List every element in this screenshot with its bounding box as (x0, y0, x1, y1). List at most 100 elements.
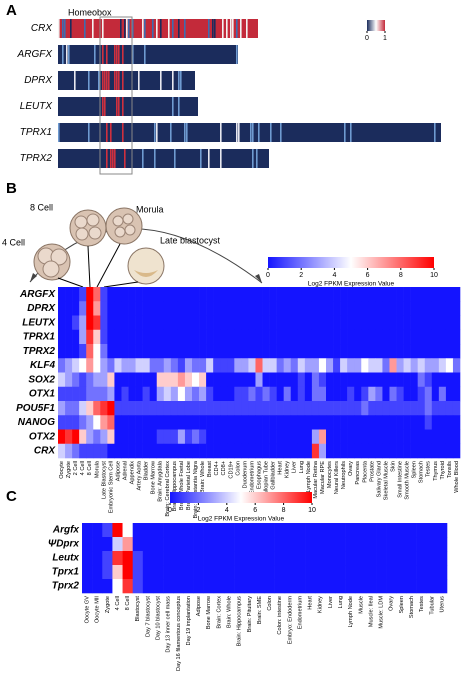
heatmap-cell (326, 301, 334, 316)
heatmap-cell (92, 551, 103, 566)
colorbar (170, 492, 312, 503)
heatmap-cell (199, 358, 207, 373)
heatmap-cell (361, 329, 369, 345)
heatmap-cell (403, 358, 411, 373)
column-label: Endometrium (297, 596, 303, 630)
column-label: Muscle: LDM (379, 596, 385, 629)
heatmap-cell (361, 344, 369, 359)
heatmap-cell (269, 329, 277, 345)
heatmap-cell (177, 443, 186, 459)
heatmap-cell (305, 523, 316, 538)
heatmap-cell (192, 287, 200, 302)
heatmap-cell (114, 315, 122, 331)
heatmap-cell (213, 415, 221, 430)
heatmap-cell (199, 443, 207, 459)
heatmap-cell (163, 415, 172, 430)
heatmap-cell (220, 401, 228, 416)
heatmap-cell (311, 301, 320, 316)
heatmap-cell (262, 301, 270, 316)
heatmap-cell (347, 287, 355, 302)
stripe (154, 149, 156, 168)
heatmap-cell (255, 315, 263, 331)
heatmap-cell (410, 315, 418, 331)
heatmap-cell (177, 329, 186, 345)
heatmap-cell (452, 301, 461, 316)
heatmap-cell (170, 386, 179, 402)
heatmap-cell (199, 315, 207, 331)
heatmap-cell (262, 372, 270, 388)
heatmap-cell (424, 301, 433, 316)
column-label: Morula (94, 460, 100, 478)
heatmap-cell (326, 415, 334, 430)
heatmap-cell (206, 429, 214, 445)
stripe (84, 19, 86, 38)
heatmap-cell (333, 301, 341, 316)
heatmap-cell (248, 344, 256, 359)
heatmap-cell (163, 329, 172, 345)
heatmap-cell (112, 537, 123, 552)
heatmap-cell (426, 579, 438, 594)
column-label: Uterus (439, 596, 445, 613)
heatmap-cell (79, 401, 87, 416)
heatmap-cell (417, 315, 426, 331)
heatmap-cell (82, 579, 93, 594)
heatmap-cell (149, 386, 158, 402)
heatmap-cell (290, 401, 299, 416)
gene-label: LEUTX (20, 101, 53, 112)
column-label: Whole Blood (454, 461, 460, 493)
heatmap-cell (375, 401, 383, 416)
heatmap-cell (294, 523, 306, 538)
heatmap-cell (100, 287, 108, 302)
heatmap-cell (234, 523, 245, 538)
heatmap-cell (304, 415, 313, 430)
heatmap-cell (304, 386, 313, 402)
heatmap-cell (149, 429, 158, 445)
heatmap-cell (333, 415, 341, 430)
column-label: Heart (278, 461, 284, 475)
heatmap-cell (365, 523, 377, 538)
panel-label: A (6, 2, 17, 19)
heatmap-cell (376, 537, 387, 552)
heatmap-cell (297, 287, 306, 302)
heatmap-cell (100, 415, 108, 430)
heatmap-cell (58, 386, 66, 402)
heatmap-cell (184, 287, 193, 302)
heatmap-cell (283, 415, 292, 430)
heatmap-cell (438, 287, 447, 302)
heatmap-cell (389, 386, 397, 402)
heatmap-cell (173, 523, 184, 538)
row-label: POU5F1 (16, 403, 55, 414)
heatmap-cell (276, 287, 284, 302)
heatmap-cell (156, 315, 165, 331)
stripe (94, 45, 96, 64)
heatmap-cell (184, 372, 193, 388)
heatmap-cell (255, 358, 263, 373)
heatmap-cell (100, 358, 108, 373)
heatmap-cell (283, 358, 292, 373)
heatmap-cell (445, 344, 454, 359)
heatmap-cell (58, 429, 66, 445)
panel-label: C (6, 488, 17, 505)
heatmap-cell (431, 372, 440, 388)
heatmap-cell (100, 443, 108, 459)
heatmap-cell (333, 443, 341, 459)
tick-label: 10 (308, 507, 316, 514)
heatmap-cell (79, 372, 87, 388)
heatmap-cell (445, 329, 454, 345)
column-label: Liver (328, 596, 334, 608)
stage-label: Late blastocyst (160, 235, 221, 245)
heatmap-cell (382, 401, 390, 416)
heatmap-cell (192, 315, 200, 331)
column-label: Kidney (285, 461, 291, 478)
heatmap-cell (333, 372, 341, 388)
tick-label: 6 (253, 507, 257, 514)
heatmap-cell (438, 443, 447, 459)
heatmap-cell (206, 287, 214, 302)
heatmap-cell (262, 358, 270, 373)
heatmap-cell (177, 315, 186, 331)
heatmap-cell (365, 579, 377, 594)
heatmap-cell (355, 537, 367, 552)
stripe (104, 71, 106, 90)
heatmap-cell (135, 443, 143, 459)
heatmap-cell (290, 415, 299, 430)
